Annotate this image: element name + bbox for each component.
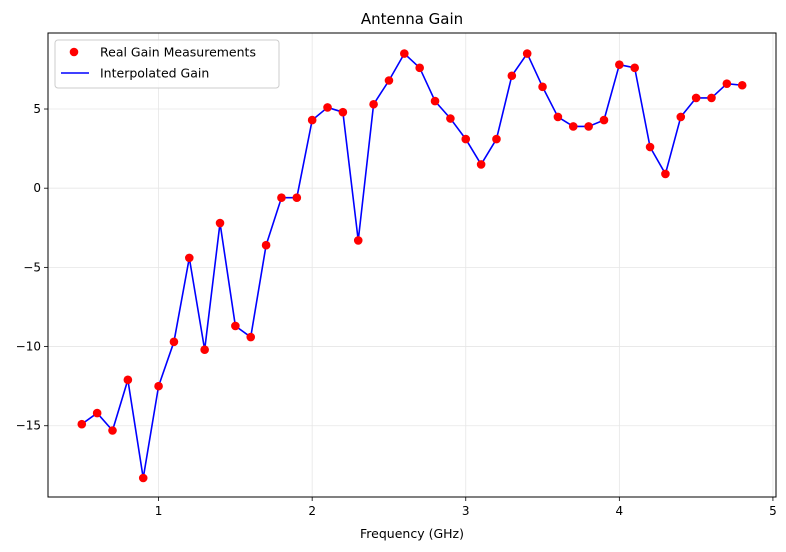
gain-measurement-point	[645, 142, 655, 152]
series-points-layer	[77, 49, 747, 483]
gain-measurement-point	[323, 103, 332, 112]
gain-measurement-point	[415, 63, 424, 73]
legend-label-line: Interpolated Gain	[100, 66, 209, 81]
y-tick-label: −10	[16, 340, 41, 354]
gain-measurement-point	[215, 218, 225, 228]
gain-measurement-point	[476, 160, 486, 169]
y-tick-label: 5	[33, 102, 41, 116]
gain-measurement-point	[154, 381, 163, 391]
gain-measurement-point	[691, 93, 701, 103]
gain-measurement-point	[123, 375, 133, 385]
gain-measurement-point	[77, 419, 87, 429]
gain-measurement-point	[737, 80, 747, 90]
gain-measurement-point	[507, 71, 517, 81]
gain-measurement-point	[108, 426, 117, 435]
gain-measurement-point	[184, 253, 194, 263]
legend-box	[54, 39, 280, 89]
gain-measurement-point	[615, 60, 624, 69]
x-tick-label: 3	[462, 504, 470, 518]
chart-title: Antenna Gain	[361, 10, 463, 28]
gain-measurement-point	[231, 321, 240, 331]
gain-measurement-point	[446, 114, 455, 123]
gain-measurement-point	[722, 79, 732, 88]
gain-measurement-point	[584, 122, 593, 131]
axis-ticks: 1 2 3 4 5 −15 −10 −5 0 5	[16, 102, 777, 518]
gain-measurement-point	[707, 93, 716, 103]
gain-measurement-point	[369, 99, 378, 109]
gain-measurement-point	[661, 169, 670, 179]
gain-measurement-point	[676, 112, 686, 122]
y-tick-label: 0	[33, 181, 41, 195]
legend-marker-points	[69, 47, 79, 57]
gain-measurement-point	[92, 408, 102, 418]
gain-measurement-point	[277, 193, 286, 202]
gain-measurement-point	[292, 193, 302, 202]
gain-measurement-point	[169, 337, 179, 347]
x-tick-label: 4	[616, 504, 624, 518]
y-tick-label: −5	[23, 260, 41, 274]
gain-measurement-point	[630, 63, 640, 73]
x-axis-title: Frequency (GHz)	[360, 526, 464, 541]
grid	[48, 33, 776, 497]
gain-measurement-point	[400, 49, 409, 58]
legend-label-points: Real Gain Measurements	[100, 45, 256, 60]
gain-measurement-point	[138, 473, 148, 483]
gain-measurement-point	[384, 76, 394, 85]
gain-measurement-point	[338, 107, 348, 117]
gain-measurement-point	[522, 49, 532, 58]
x-tick-label: 1	[155, 504, 163, 518]
x-tick-label: 5	[769, 504, 777, 518]
gain-measurement-point	[430, 96, 440, 106]
gain-measurement-point	[538, 82, 547, 92]
gain-measurement-point	[492, 134, 501, 144]
gain-measurement-point	[599, 115, 609, 125]
gain-measurement-point	[200, 345, 209, 355]
gain-measurement-point	[553, 112, 563, 122]
gain-measurement-point	[353, 236, 363, 245]
gain-measurement-point	[461, 134, 471, 144]
gain-measurement-point	[307, 115, 317, 125]
gain-measurement-point	[568, 122, 578, 131]
y-tick-label: −15	[16, 419, 41, 433]
legend: Real Gain Measurements Interpolated Gain	[54, 39, 280, 89]
plot-area-frame	[47, 32, 777, 498]
x-tick-label: 2	[308, 504, 316, 518]
gain-measurement-point	[261, 240, 271, 250]
gain-measurement-point	[246, 332, 256, 342]
